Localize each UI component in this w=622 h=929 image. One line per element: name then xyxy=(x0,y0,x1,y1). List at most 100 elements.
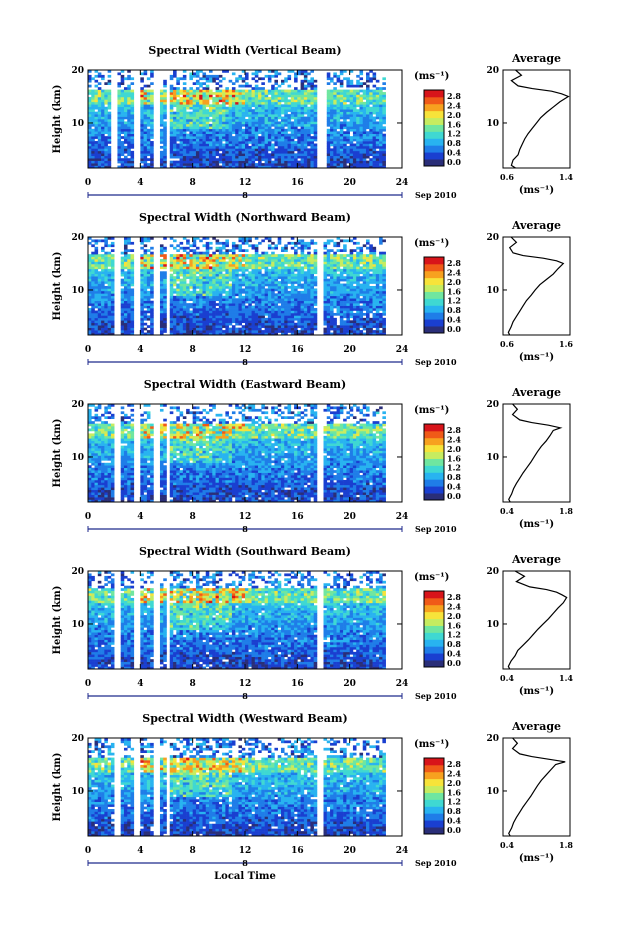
heatmap-cell xyxy=(251,281,256,284)
heatmap-cell xyxy=(192,128,197,132)
heatmap-cell xyxy=(150,101,154,105)
heatmap-cell xyxy=(277,72,282,76)
heatmap-cell xyxy=(195,119,200,122)
heatmap-cell xyxy=(110,259,115,262)
heatmap-cell xyxy=(163,92,167,95)
heatmap-cell xyxy=(205,148,210,152)
heatmap-cell xyxy=(88,310,92,314)
heatmap-cell xyxy=(274,143,279,147)
heatmap-cell xyxy=(307,119,311,122)
heatmap-cell xyxy=(222,104,226,108)
heatmap-cell xyxy=(123,281,128,284)
heatmap-cell xyxy=(372,163,377,166)
heatmap-cell xyxy=(284,261,288,265)
heatmap-cell xyxy=(241,92,246,95)
heatmap-cell xyxy=(199,126,203,130)
heatmap-cell xyxy=(169,119,174,122)
heatmap-cell xyxy=(287,330,292,333)
heatmap-cell xyxy=(209,281,213,284)
heatmap-cell xyxy=(362,89,367,93)
heatmap-cell xyxy=(94,251,99,255)
heatmap-cell xyxy=(313,92,318,95)
heatmap-cell xyxy=(307,256,311,260)
heatmap-cell xyxy=(333,114,337,117)
heatmap-cell xyxy=(195,259,200,262)
heatmap-cell xyxy=(205,150,210,154)
heatmap-cell xyxy=(173,271,177,275)
heatmap-cell xyxy=(101,143,105,147)
heatmap-cell xyxy=(195,92,200,95)
heatmap-cell xyxy=(261,77,265,81)
heatmap-cell xyxy=(261,263,265,267)
heatmap-cell xyxy=(343,119,347,122)
heatmap-cell xyxy=(179,315,184,319)
heatmap-cell xyxy=(97,101,102,105)
heatmap-cell xyxy=(146,94,151,98)
heatmap-cell xyxy=(159,249,164,252)
heatmap-cell xyxy=(231,153,236,157)
heatmap-cell xyxy=(94,92,99,95)
heatmap-cell xyxy=(97,308,102,311)
colorbar-tick-label: 0.4 xyxy=(447,148,461,158)
heatmap-cell xyxy=(287,148,292,152)
heatmap-cell xyxy=(231,241,236,245)
heatmap-cell xyxy=(267,89,272,93)
heatmap-cell xyxy=(307,298,311,301)
heatmap-cell xyxy=(290,89,295,93)
heatmap-cell xyxy=(359,128,364,132)
avg-x-tick-label: 1.4 xyxy=(559,172,573,182)
heatmap-cell xyxy=(248,315,252,319)
heatmap-cell xyxy=(264,305,269,309)
heatmap-cell xyxy=(359,143,364,147)
heatmap-cell xyxy=(303,111,308,115)
heatmap-cell xyxy=(287,74,292,78)
heatmap-cell xyxy=(195,128,200,132)
heatmap-cell xyxy=(182,327,187,331)
heatmap-cell xyxy=(94,111,99,115)
heatmap-cell xyxy=(150,278,154,282)
heatmap-cell xyxy=(280,293,285,297)
heatmap-cell xyxy=(313,325,318,328)
heatmap-cell xyxy=(359,148,364,152)
heatmap-cell xyxy=(91,128,95,132)
heatmap-cell xyxy=(280,133,285,137)
heatmap-cell xyxy=(222,150,226,154)
heatmap-cell xyxy=(222,246,226,250)
heatmap-cell xyxy=(202,114,207,117)
heatmap-cell xyxy=(159,109,164,112)
heatmap-cell xyxy=(274,148,279,152)
heatmap-cell xyxy=(97,259,102,262)
heatmap-cell xyxy=(248,109,252,112)
heatmap-cell xyxy=(228,278,233,282)
heatmap-cell xyxy=(307,290,311,294)
heatmap-cell xyxy=(182,70,187,73)
heatmap-cell xyxy=(91,160,95,164)
heatmap-cell xyxy=(225,165,229,169)
heatmap-cell xyxy=(195,320,200,324)
heatmap-cell xyxy=(146,104,151,108)
heatmap-cell xyxy=(228,160,233,164)
heatmap-cell xyxy=(343,96,347,100)
heatmap-cell xyxy=(199,136,203,139)
heatmap-cell xyxy=(110,315,115,319)
heatmap-cell xyxy=(215,145,220,149)
heatmap-cell xyxy=(146,273,151,277)
heatmap-cell xyxy=(209,332,213,336)
heatmap-cell xyxy=(248,271,252,275)
heatmap-cell xyxy=(150,283,154,287)
heatmap-cell xyxy=(307,332,311,336)
heatmap-cell xyxy=(349,138,354,142)
heatmap-cell xyxy=(284,145,288,149)
heatmap-cell xyxy=(205,320,210,324)
heatmap-cell xyxy=(277,315,282,319)
heatmap-cell xyxy=(294,96,298,100)
heatmap-cell xyxy=(356,128,360,132)
heatmap-cell xyxy=(254,322,259,326)
heatmap-cell xyxy=(143,268,148,272)
heatmap-cell xyxy=(127,305,131,309)
heatmap-cell xyxy=(290,290,295,294)
heatmap-cell xyxy=(169,256,174,260)
heatmap-cell xyxy=(146,150,151,154)
heatmap-cell xyxy=(186,94,190,98)
heatmap-cell xyxy=(352,99,357,103)
